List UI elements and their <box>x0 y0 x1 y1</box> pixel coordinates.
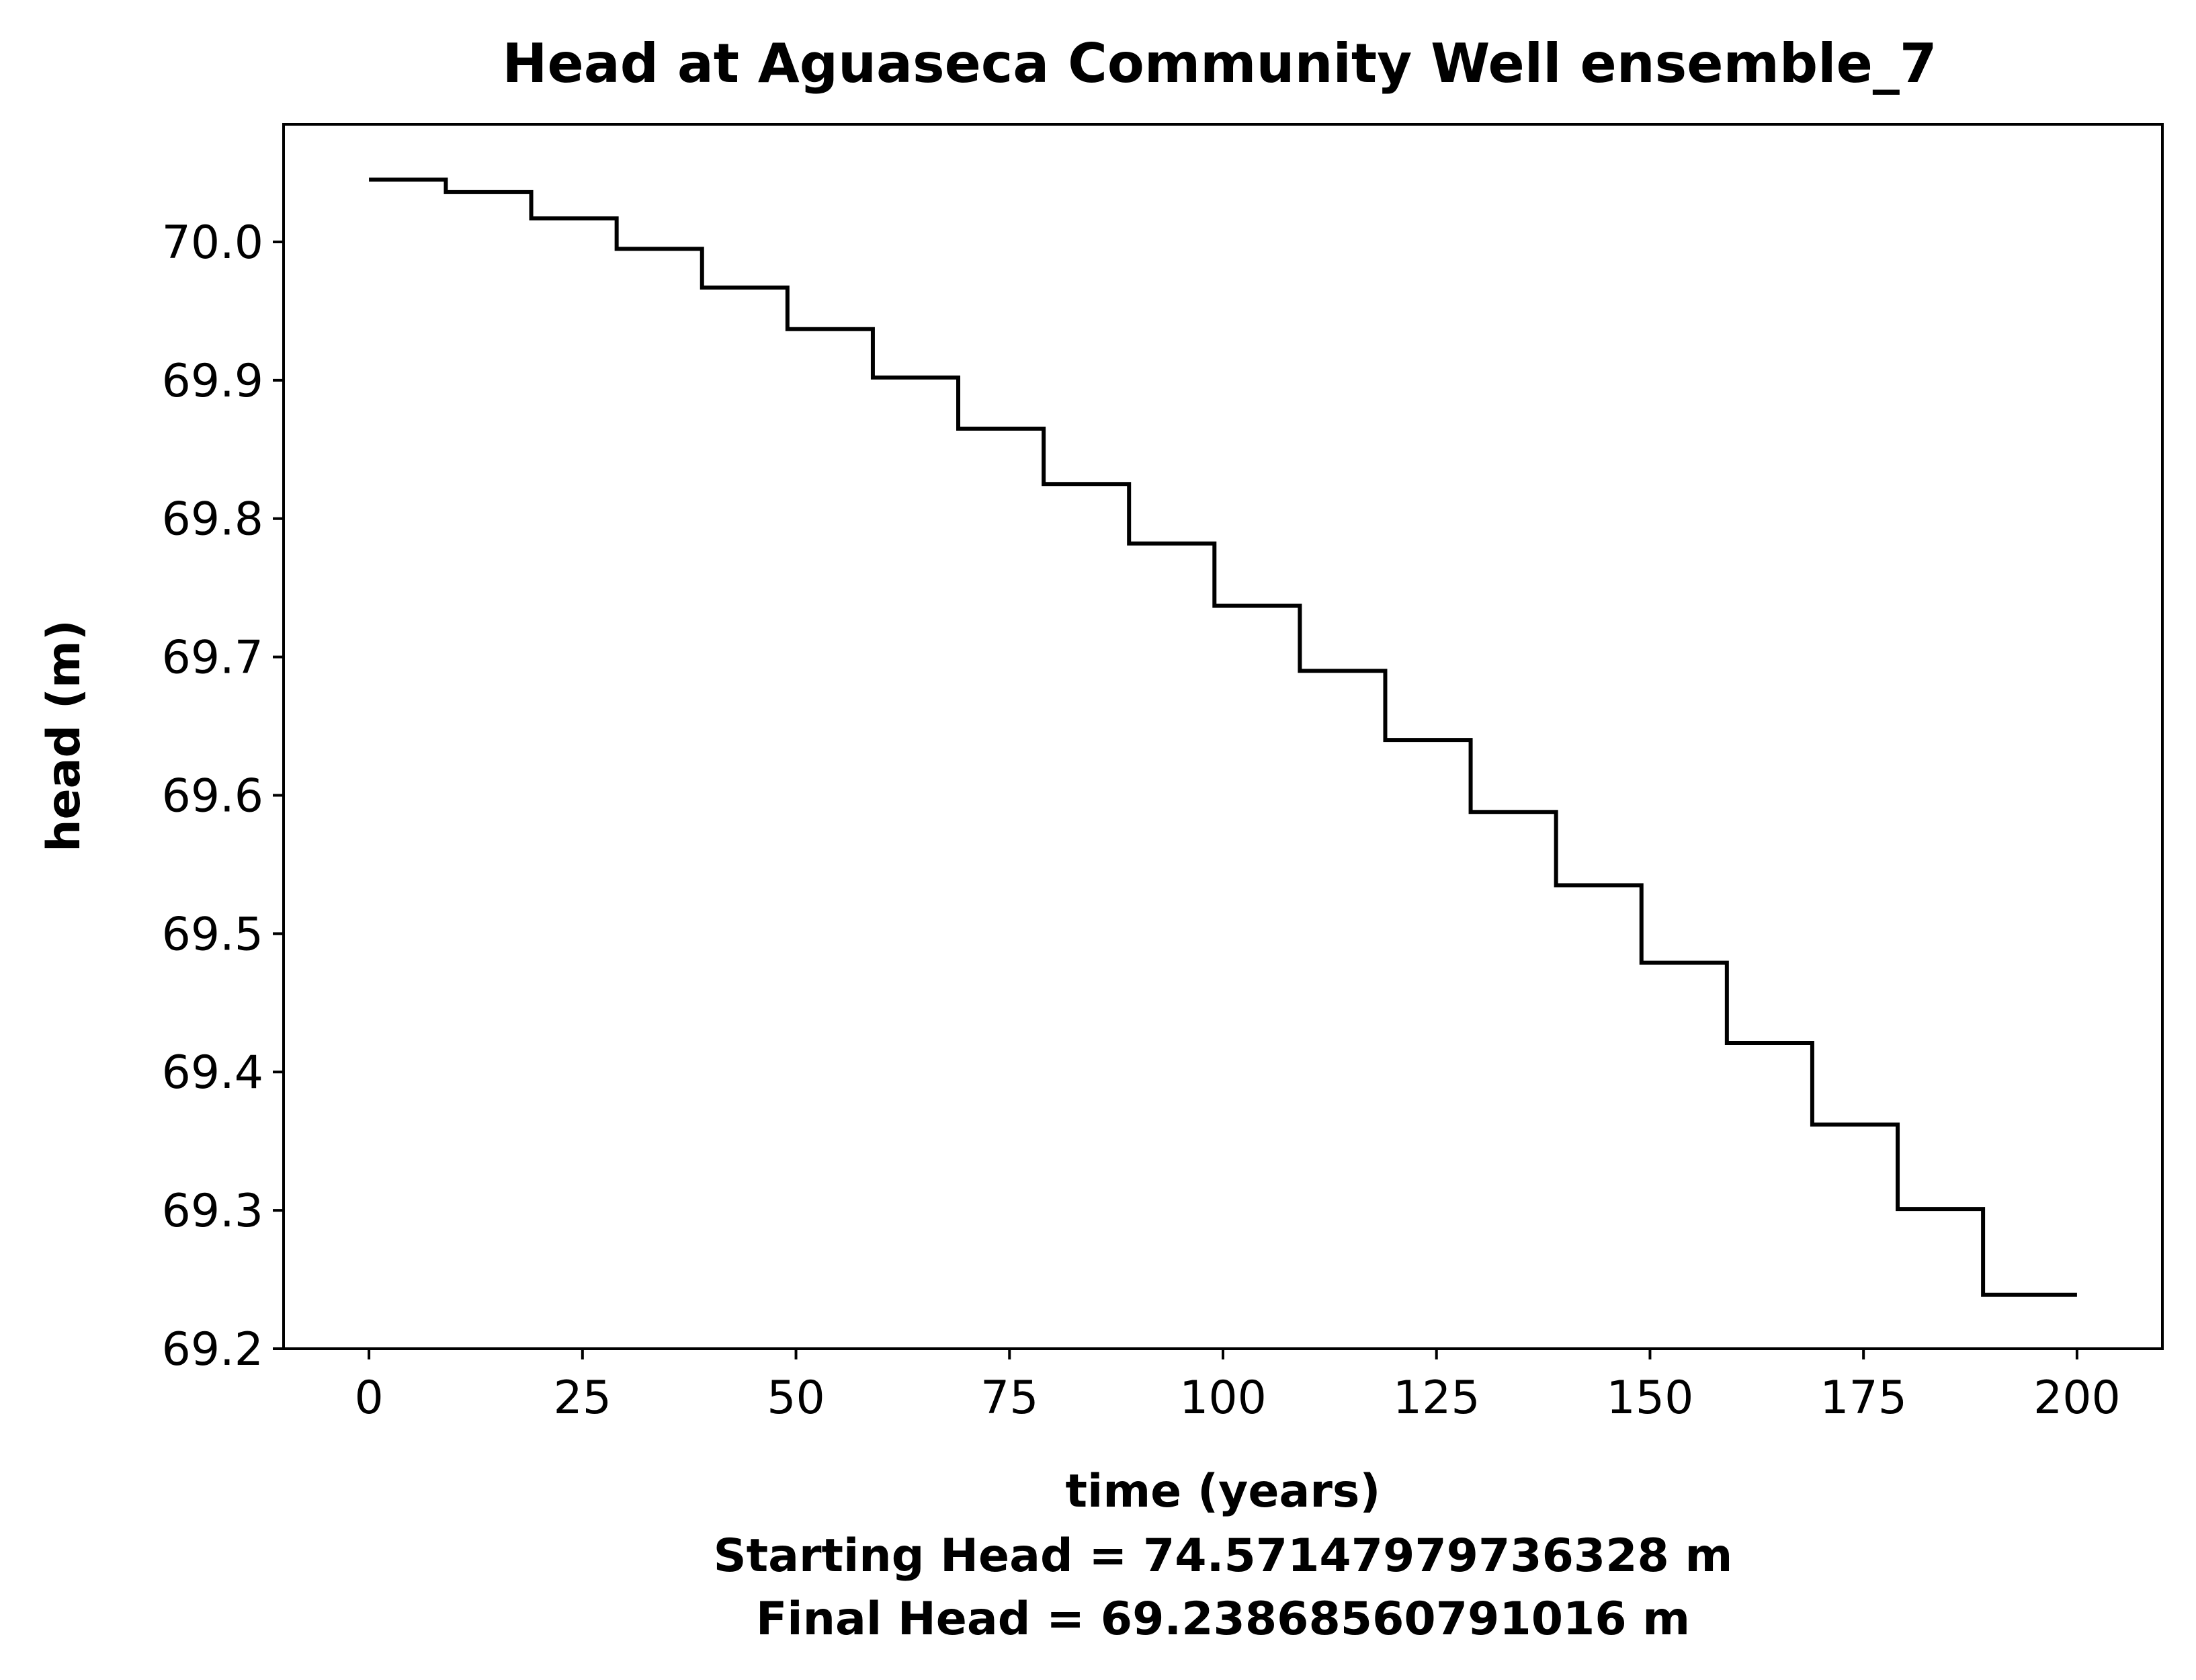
x-axis-label: time (years) <box>1066 1465 1381 1518</box>
x-tick-label: 25 <box>554 1372 612 1425</box>
y-axis: 69.2 69.3 69.4 69.5 69.6 69.7 69.8 69.9 70.0 <box>162 216 284 1376</box>
x-tick-label: 150 <box>1607 1372 1694 1425</box>
y-tick-label: 70.0 <box>162 216 263 269</box>
x-tick-label: 125 <box>1393 1372 1480 1425</box>
y-axis-label: head (m) <box>38 620 91 852</box>
starting-head-note: Starting Head = 74.57147979736328 m <box>714 1529 1733 1583</box>
x-tick-label: 0 <box>354 1372 383 1425</box>
series-layer <box>369 177 2077 1297</box>
chart-title: Head at Aguaseca Community Well ensemble… <box>503 32 1937 95</box>
final-head-note: Final Head = 69.23868560791016 m <box>756 1593 1690 1646</box>
y-tick-label: 69.8 <box>162 493 263 546</box>
y-tick-label: 69.3 <box>162 1185 263 1238</box>
x-tick-label: 175 <box>1820 1372 1907 1425</box>
x-tick-label: 100 <box>1179 1372 1267 1425</box>
y-tick-label: 69.4 <box>162 1046 263 1099</box>
y-tick-label: 69.2 <box>162 1323 263 1376</box>
series-line <box>369 177 2077 1297</box>
y-tick-label: 69.5 <box>162 908 263 961</box>
x-axis: 0 25 50 75 100 125 150 175 200 <box>354 1349 2121 1425</box>
x-tick-label: 75 <box>980 1372 1039 1425</box>
x-tick-label: 200 <box>2033 1372 2121 1425</box>
y-tick-label: 69.7 <box>162 632 263 685</box>
x-tick-label: 50 <box>767 1372 825 1425</box>
y-tick-label: 69.9 <box>162 355 263 408</box>
y-tick-label: 69.6 <box>162 769 263 823</box>
